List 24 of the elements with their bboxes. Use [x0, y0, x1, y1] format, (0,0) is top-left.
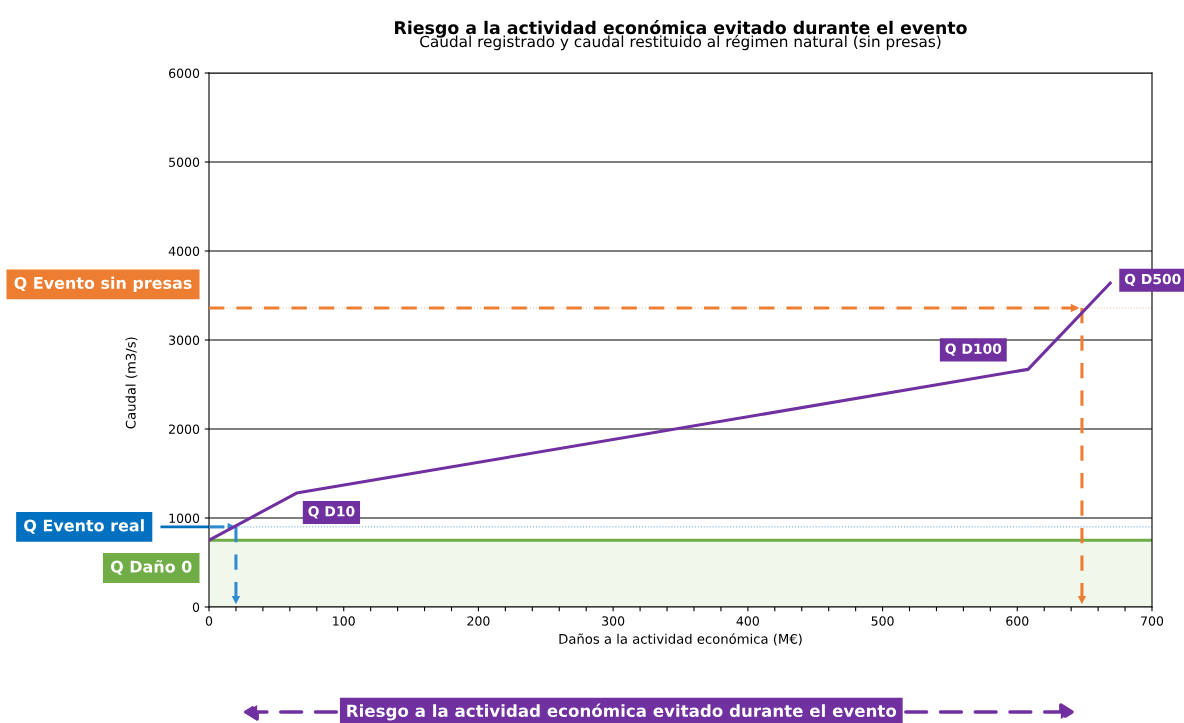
- annotation: Q D500: [1124, 273, 1181, 287]
- annotation: Q D100: [945, 343, 1002, 356]
- y-tick-label: 2000: [169, 424, 200, 434]
- x-tick-label: 100: [333, 616, 355, 626]
- y-tick-label: 3000: [169, 335, 200, 345]
- y-axis-title: Caudal (m3/s): [125, 337, 138, 429]
- ref-line-label: Q Evento sin presas: [14, 276, 192, 293]
- x-tick-label: 0: [205, 616, 213, 626]
- x-tick-label: 500: [871, 616, 894, 626]
- y-tick-label: 0: [192, 602, 200, 612]
- x-tick-label: 200: [467, 616, 490, 626]
- y-tick-label: 1000: [169, 513, 200, 523]
- x-tick-label: 700: [1141, 616, 1164, 626]
- y-tick-label: 4000: [168, 246, 200, 256]
- x-tick-label: 300: [602, 616, 625, 626]
- x-tick-label: 600: [1006, 616, 1029, 626]
- x-axis-title: Daños a la actividad económica (M€): [559, 633, 802, 646]
- x-tick-label: 400: [736, 616, 759, 626]
- text: Riesgo a la actividad económica evitado durante el evento: [347, 703, 897, 721]
- ref-line-label: Q Daño 0: [110, 560, 192, 575]
- ref-line-label: Q Evento real: [24, 519, 144, 534]
- y-tick-label: 6000: [169, 68, 200, 78]
- annotation: Q D10: [308, 506, 355, 519]
- y-tick-label: 5000: [169, 157, 200, 167]
